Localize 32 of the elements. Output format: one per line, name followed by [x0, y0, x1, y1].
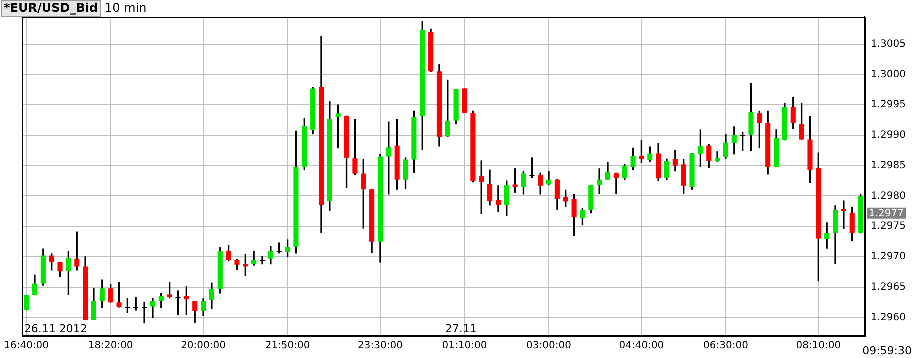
y-tick-label: 1.2985	[871, 160, 906, 172]
x-tick-label: 18:20:00	[88, 340, 134, 352]
chart-title: *EUR/USD_Bid	[1, 0, 102, 17]
x-tick-label: 04:40:00	[619, 340, 664, 352]
y-tick-label: 1.2960	[871, 312, 906, 324]
candlestick	[597, 168, 602, 194]
y-tick-label: 1.2980	[871, 190, 906, 202]
y-tick-label: 1.3005	[871, 38, 906, 50]
y-tick-label: 1.3000	[871, 69, 906, 80]
x-tick-label: 08:10:00	[796, 340, 842, 352]
y-tick-label: 1.2975	[871, 221, 906, 232]
y-tick-label: 1.2995	[871, 100, 906, 111]
y-tick-label: 1.2965	[871, 282, 906, 293]
x-tick-label: 03:00:00	[526, 340, 572, 352]
candlestick	[259, 256, 266, 265]
candlestick	[496, 186, 501, 212]
candlestick	[841, 200, 846, 230]
annotation: 27.11	[445, 322, 477, 336]
x-tick-label: 16:40:00	[4, 340, 50, 352]
y-tick-label: 1.2970	[871, 252, 906, 263]
candlestick	[614, 172, 619, 194]
y-tick-label: 1.2990	[871, 130, 906, 142]
candlestick	[142, 302, 148, 324]
annotation: 26.11 2012	[24, 322, 88, 336]
x-tick-label: 21:50:00	[265, 340, 310, 352]
x-tick-label: 23:30:00	[358, 340, 403, 352]
x-tick-label: 01:10:00	[442, 340, 488, 352]
text: 1.2977	[869, 208, 904, 220]
chart-subtitle: 10 min	[105, 1, 147, 15]
x-tick-label: 06:30:00	[704, 340, 748, 352]
text: 09:59:30	[862, 344, 912, 358]
x-tick-label: 20:00:00	[181, 340, 226, 352]
